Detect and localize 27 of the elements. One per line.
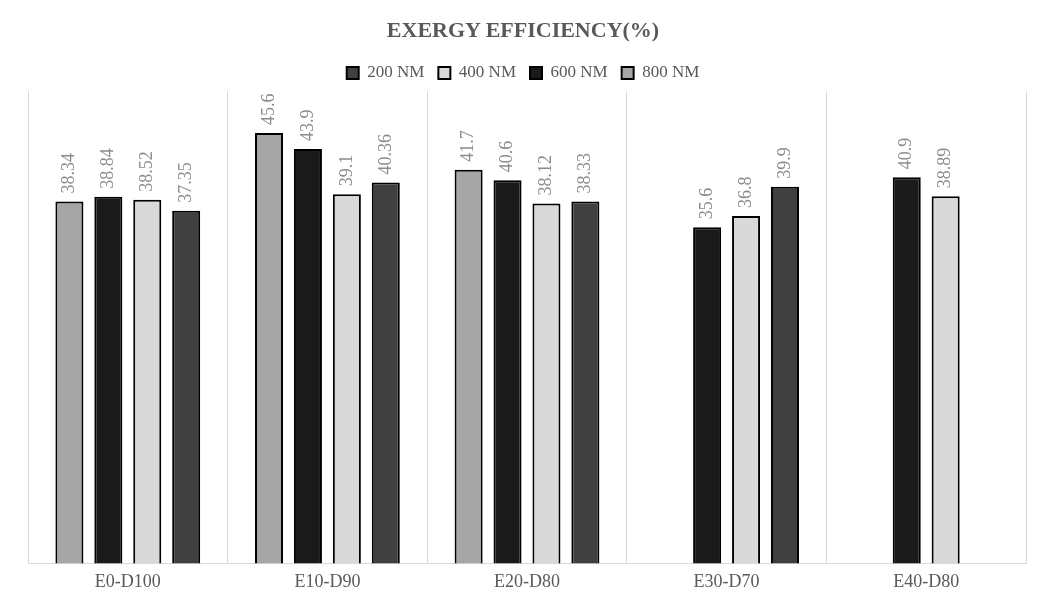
data-label: 38.89 — [934, 147, 955, 189]
legend-label: 400 NM — [458, 62, 517, 82]
data-label: 38.84 — [97, 148, 118, 189]
data-label: 37.35 — [174, 162, 195, 203]
data-label: 39.1 — [335, 154, 356, 187]
data-label: 45.6 — [257, 93, 278, 125]
data-label: 38.33 — [574, 153, 595, 194]
x-tick-label: E10-D90 — [294, 570, 361, 591]
legend-label: 200 NM — [367, 62, 425, 82]
x-tick-label: E0-D100 — [94, 570, 161, 591]
data-label: 40.9 — [895, 137, 916, 170]
data-label: 38.34 — [58, 152, 79, 194]
data-label: 38.12 — [535, 155, 556, 196]
data-label: 36.8 — [734, 176, 755, 209]
x-tick-label: E20-D80 — [494, 570, 560, 591]
data-label: 38.52 — [136, 151, 156, 192]
chart-title: EXERGY EFFICIENCY(%) — [386, 16, 660, 42]
legend-label: 600 NM — [550, 62, 608, 82]
data-label: 39.9 — [773, 147, 794, 179]
data-label: 43.9 — [296, 109, 317, 141]
data-label: 40.36 — [374, 133, 395, 175]
data-label: 35.6 — [695, 187, 716, 220]
data-label: 40.6 — [496, 140, 517, 173]
x-tick-label: E40-D80 — [893, 570, 960, 591]
x-tick-label: E30-D70 — [693, 570, 760, 591]
legend-label: 800 NM — [642, 62, 700, 82]
data-label: 41.7 — [457, 130, 478, 162]
